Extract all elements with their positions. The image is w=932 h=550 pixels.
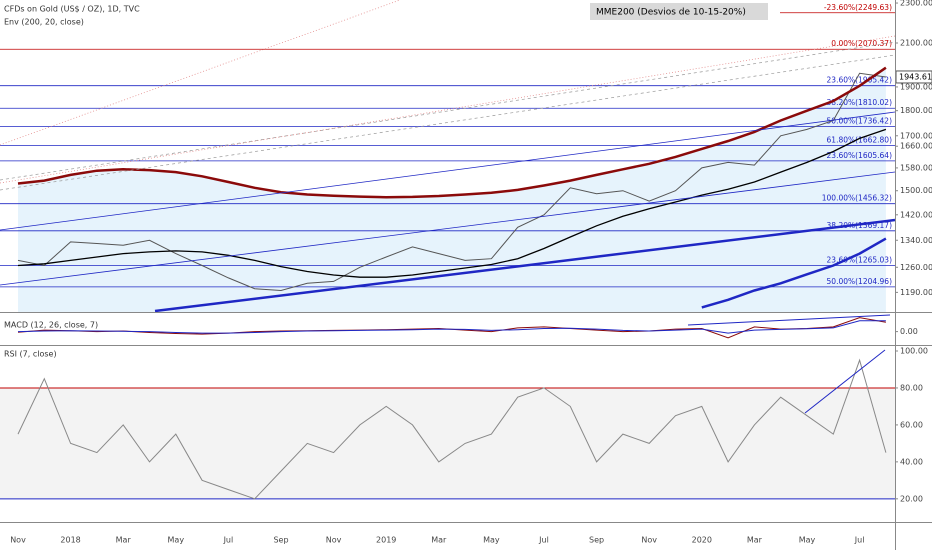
x-tick-label: Sep: [273, 536, 288, 545]
x-tick-label: May: [168, 536, 185, 545]
fib-label: 23.60%(1265.03): [827, 256, 893, 265]
y-tick-label: 20.00: [900, 494, 923, 503]
x-tick-label: Jul: [223, 536, 234, 545]
x-tick-label: Nov: [10, 536, 26, 545]
price-line: [17, 72, 886, 292]
trend-line: [0, 35, 896, 184]
trend-line: [0, 41, 896, 181]
fib-label: -23.60%(2249.63): [824, 3, 892, 12]
x-tick-label: Jul: [538, 536, 549, 545]
y-tick-label: 1580.00: [900, 163, 932, 172]
chart-title: CFDs on Gold (US$ / OZ), 1D, TVC: [4, 5, 140, 14]
rsi-trend-line: [804, 349, 886, 414]
fib-label: 23.60%(1905.42): [827, 76, 893, 85]
y-tick-label: 1420.00: [900, 210, 932, 219]
fib-label: 38.20%(1810.02): [827, 98, 893, 107]
y-tick-label: 1700.00: [900, 131, 932, 140]
x-tick-label: May: [799, 536, 816, 545]
indicator-label: MACD (12, 26, close, 7): [4, 321, 98, 330]
trend-line: [154, 218, 896, 313]
y-tick-label: 1660.00: [900, 142, 932, 151]
x-tick-label: 2020: [692, 536, 712, 545]
fib-label: 50.00%(1204.96): [827, 277, 893, 286]
price-line: [17, 66, 887, 199]
y-tick-label: 1190.00: [900, 288, 932, 297]
x-tick-label: Sep: [589, 536, 604, 545]
y-tick-label: 1800.00: [900, 106, 932, 115]
fib-label: 0.00%(2070.37): [831, 39, 892, 48]
x-tick-label: Jul: [854, 536, 865, 545]
last-price-label: 1943.61: [899, 72, 932, 81]
indicator-label: Env (200, 20, close): [4, 18, 84, 27]
x-tick-label: Mar: [116, 536, 132, 545]
price-line: [17, 128, 887, 278]
fib-label: 23.60%(1605.64): [827, 151, 893, 160]
x-tick-label: Nov: [326, 536, 342, 545]
y-tick-label: 2100.00: [900, 38, 932, 47]
y-tick-label: 1500.00: [900, 186, 932, 195]
envelope-fill: [18, 67, 886, 312]
rsi-line: [17, 358, 887, 500]
macd-trend-line: [687, 314, 891, 326]
indicator-label: RSI (7, close): [4, 350, 57, 359]
channel-line: [0, 111, 896, 231]
y-tick-label: 1260.00: [900, 263, 932, 272]
y-tick-label: 60.00: [900, 420, 923, 429]
x-tick-label: 2019: [376, 536, 396, 545]
channel-line: [0, 171, 896, 286]
x-tick-label: Mar: [747, 536, 763, 545]
macd-line: [17, 320, 886, 334]
fib-label: 61.80%(1662.80): [827, 135, 893, 144]
x-tick-label: Nov: [641, 536, 657, 545]
annotation-box: [590, 3, 768, 20]
y-tick-label: 2300.00: [900, 0, 932, 8]
y-tick-label: 100.00: [900, 346, 928, 355]
fib-label: 50.00%(1736.42): [827, 116, 893, 125]
trend-line: [0, 54, 896, 191]
annotation: MME200 (Desvios de 10-15-20%): [596, 8, 746, 18]
x-tick-label: 2018: [60, 536, 80, 545]
rsi-band: [0, 387, 895, 499]
price-line: [701, 237, 887, 309]
y-tick-label: 40.00: [900, 457, 923, 466]
fib-label: 100.00%(1456.32): [822, 194, 892, 203]
y-tick-label: 1340.00: [900, 236, 932, 245]
trend-line: [0, 0, 401, 146]
y-tick-label: 80.00: [900, 383, 923, 392]
x-tick-label: May: [483, 536, 500, 545]
y-tick-label: 0.00: [900, 327, 918, 336]
x-tick-label: Mar: [431, 536, 447, 545]
y-tick-label: 1900.00: [900, 82, 932, 91]
